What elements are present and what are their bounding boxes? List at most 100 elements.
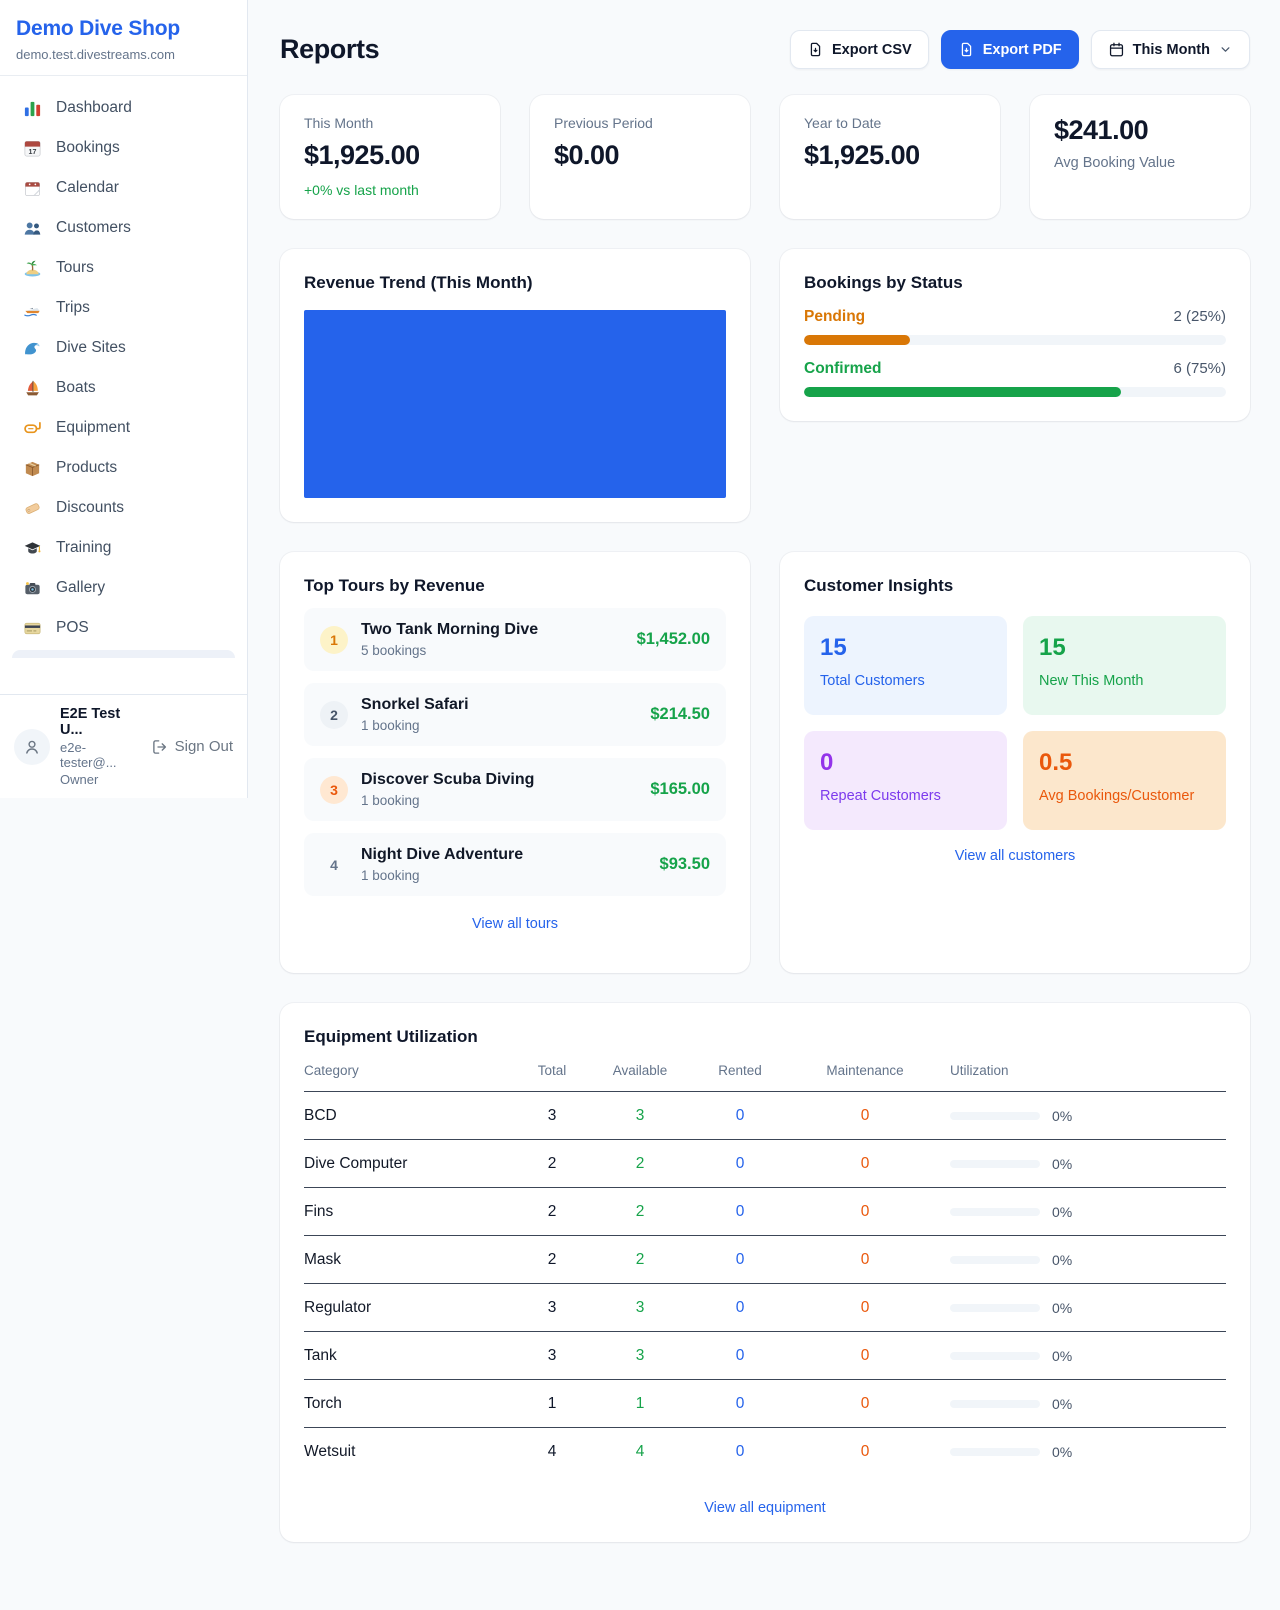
- table-row: Fins 2 2 0 0 0%: [304, 1188, 1226, 1236]
- people-icon: [22, 218, 42, 238]
- sidebar-item-label: Products: [56, 459, 118, 476]
- tour-name: Night Dive Adventure: [361, 846, 524, 863]
- total-value: 3: [547, 1106, 557, 1124]
- table-row: Mask 2 2 0 0 0%: [304, 1236, 1226, 1284]
- sidebar-item-dashboard[interactable]: Dashboard: [12, 88, 235, 128]
- insight-tile-avg-bookings: 0.5 Avg Bookings/Customer: [1023, 731, 1226, 830]
- main-content: Reports Export CSV Export PDF This Month: [248, 0, 1280, 1542]
- equipment-utilization-title: Equipment Utilization: [304, 1027, 478, 1046]
- sidebar-item-bookings[interactable]: 17 Bookings: [12, 128, 235, 168]
- page-title: Reports: [280, 34, 380, 64]
- sidebar-item-label: Equipment: [56, 419, 131, 436]
- sidebar-nav: Dashboard 17 Bookings Calendar Customers: [0, 76, 247, 694]
- period-selector[interactable]: This Month: [1090, 30, 1250, 69]
- export-pdf-label: Export PDF: [982, 41, 1062, 58]
- insights-grid: 15 Total Customers 15 New This Month 0 R…: [804, 616, 1226, 830]
- sidebar-item-training[interactable]: Training: [12, 528, 235, 568]
- sidebar-item-gallery[interactable]: Gallery: [12, 568, 235, 608]
- utilization-percent: 0%: [1052, 1299, 1073, 1316]
- chevron-down-icon: [1218, 42, 1233, 57]
- view-all-tours-link[interactable]: View all tours: [472, 916, 558, 932]
- table-row: BCD 3 3 0 0 0%: [304, 1092, 1226, 1140]
- utilization-percent: 0%: [1052, 1395, 1073, 1412]
- rank-badge: 3: [320, 775, 348, 804]
- utilization-percent: 0%: [1052, 1444, 1073, 1460]
- sidebar-item-products[interactable]: Products: [12, 448, 235, 488]
- utilization-bar-track: [950, 1111, 1040, 1120]
- sidebar-item-pos[interactable]: POS: [12, 608, 235, 648]
- svg-text:17: 17: [28, 148, 36, 156]
- charts-row: Revenue Trend (This Month) Bookings by S…: [280, 249, 1250, 522]
- sidebar-item-boats[interactable]: Boats: [12, 368, 235, 408]
- utilization-cell: 0%: [930, 1108, 1226, 1124]
- rented-value: 0: [735, 1106, 745, 1124]
- graduation-cap-icon: [22, 538, 42, 558]
- maintenance-value: 0: [860, 1443, 870, 1460]
- tour-revenue: $214.50: [650, 705, 710, 723]
- utilization-bar-track: [950, 1448, 1040, 1456]
- diving-mask-icon: [22, 418, 42, 438]
- insight-value: 15: [1039, 634, 1066, 661]
- user-email: e2e-tester@...: [60, 740, 117, 770]
- sidebar-item-label: POS: [56, 619, 89, 636]
- export-pdf-button[interactable]: Export PDF: [940, 30, 1079, 69]
- customer-insights-card: Customer Insights 15 Total Customers 15 …: [780, 552, 1250, 973]
- stat-card-year-to-date: Year to Date $1,925.00: [780, 95, 1000, 219]
- utilization-percent: 0%: [1052, 1155, 1073, 1172]
- sidebar-item-calendar[interactable]: Calendar: [12, 168, 235, 208]
- view-all-equipment-link[interactable]: View all equipment: [704, 1500, 826, 1516]
- sidebar-item-partially-visible[interactable]: [12, 650, 235, 658]
- maintenance-value: 0: [860, 1394, 870, 1412]
- tour-row: 2 Snorkel Safari 1 booking $214.50: [304, 683, 726, 746]
- total-value: 4: [547, 1443, 557, 1460]
- available-value: 3: [635, 1106, 645, 1124]
- rented-value: 0: [735, 1394, 745, 1412]
- sign-out-button[interactable]: Sign Out: [151, 738, 233, 756]
- rented-value: 0: [735, 1250, 745, 1268]
- water-wave-icon: [22, 338, 42, 358]
- column-header-total: Total: [537, 1063, 567, 1078]
- sidebar-item-label: Tours: [56, 259, 94, 276]
- rented-value: 0: [735, 1298, 745, 1316]
- rented-value: 0: [735, 1154, 745, 1172]
- bookings-by-status-card: Bookings by Status Pending 2 (25%) Confi…: [780, 249, 1250, 421]
- tour-bookings: 5 bookings: [361, 643, 427, 658]
- sidebar-item-trips[interactable]: Trips: [12, 288, 235, 328]
- sidebar-item-customers[interactable]: Customers: [12, 208, 235, 248]
- package-box-icon: [22, 458, 42, 478]
- desert-island-icon: [22, 258, 42, 278]
- sidebar-item-equipment[interactable]: Equipment: [12, 408, 235, 448]
- tours-insights-row: Top Tours by Revenue 1 Two Tank Morning …: [280, 552, 1250, 973]
- equipment-category: Torch: [304, 1394, 342, 1412]
- utilization-percent: 0%: [1052, 1107, 1073, 1124]
- maintenance-value: 0: [860, 1298, 870, 1316]
- maintenance-value: 0: [860, 1250, 870, 1268]
- equipment-utilization-card: Equipment Utilization Category Total Ava…: [280, 1003, 1250, 1542]
- sidebar-item-discounts[interactable]: Discounts: [12, 488, 235, 528]
- total-value: 3: [547, 1346, 557, 1364]
- available-value: 4: [635, 1443, 645, 1460]
- speedboat-icon: [22, 298, 42, 318]
- export-csv-button[interactable]: Export CSV: [789, 30, 929, 69]
- top-tours-card: Top Tours by Revenue 1 Two Tank Morning …: [280, 552, 750, 973]
- sidebar-item-label: Dashboard: [56, 99, 132, 116]
- export-csv-label: Export CSV: [831, 41, 912, 58]
- calendar-icon: [1108, 41, 1125, 58]
- tour-bookings: 1 booking: [361, 868, 420, 883]
- table-row: Dive Computer 2 2 0 0 0%: [304, 1140, 1226, 1188]
- column-header-rented: Rented: [718, 1063, 762, 1078]
- total-value: 1: [547, 1394, 557, 1412]
- total-value: 2: [547, 1154, 557, 1172]
- insight-label: Repeat Customers: [820, 788, 941, 804]
- user-info: E2E Test U... e2e-tester@... Owner: [60, 706, 141, 787]
- insight-label: Avg Bookings/Customer: [1039, 788, 1195, 804]
- sidebar-item-label: Gallery: [56, 579, 106, 596]
- sidebar-item-tours[interactable]: Tours: [12, 248, 235, 288]
- revenue-trend-title: Revenue Trend (This Month): [304, 273, 533, 292]
- status-bar-fill: [804, 387, 1121, 397]
- column-header-utilization: Utilization: [950, 1063, 1009, 1078]
- view-all-customers-link[interactable]: View all customers: [954, 848, 1076, 864]
- person-icon: [26, 740, 38, 754]
- sidebar-item-dive-sites[interactable]: Dive Sites: [12, 328, 235, 368]
- maintenance-value: 0: [860, 1346, 870, 1364]
